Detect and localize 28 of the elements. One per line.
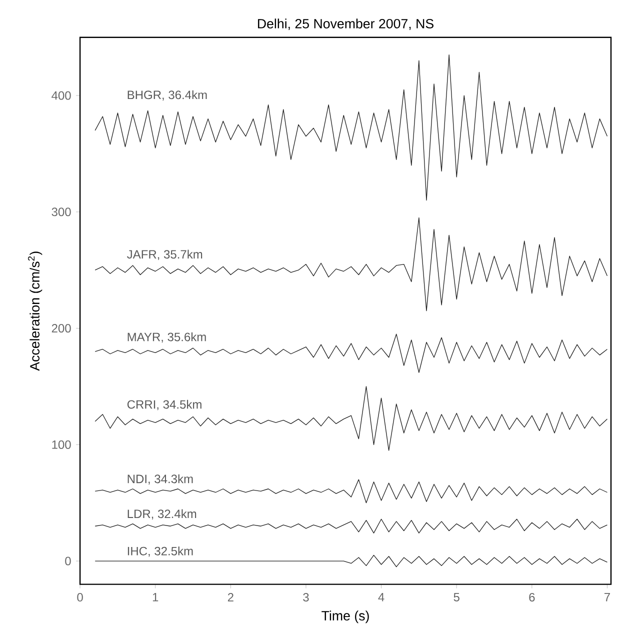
y-tick-label: 100 — [52, 440, 71, 449]
series-label: CRRI, 34.5km — [127, 400, 202, 410]
series-label: JAFR, 35.7km — [126, 250, 202, 260]
x-tick-label: 5 — [454, 593, 460, 602]
x-tick-label: 4 — [378, 593, 384, 602]
series-label: MAYR, 35.6km — [128, 332, 206, 343]
chart-title: Delhi, 25 November 2007, NS — [258, 18, 434, 30]
y-tick-label: 300 — [52, 208, 71, 216]
y-axis-title: Acceleration (cm/s$^{2}$) — [28, 252, 42, 371]
series-label: LDR, 32.4km — [128, 509, 196, 520]
x-tick-label: 6 — [529, 593, 535, 602]
x-tick-label: 1 — [152, 593, 158, 602]
line-series — [94, 334, 608, 373]
line-series — [94, 518, 608, 534]
line-series — [94, 386, 608, 451]
x-tick-label: 2 — [228, 593, 234, 602]
series-label: NDI, 34.3km — [128, 474, 193, 485]
x-tick-label: 7 — [604, 593, 610, 602]
x-tick-label: 0 — [77, 593, 83, 602]
y-tick-label: 200 — [52, 324, 71, 333]
x-axis-title: Time (s) — [321, 610, 369, 624]
series-label: BHGR, 36.4km — [128, 90, 207, 101]
x-tick-label: 3 — [302, 593, 309, 602]
y-tick-label: 400 — [51, 91, 71, 100]
series-label: IHC, 32.5km — [128, 546, 193, 557]
line-series — [94, 54, 608, 201]
y-tick-label: 0 — [64, 556, 71, 566]
line-series — [94, 217, 608, 312]
